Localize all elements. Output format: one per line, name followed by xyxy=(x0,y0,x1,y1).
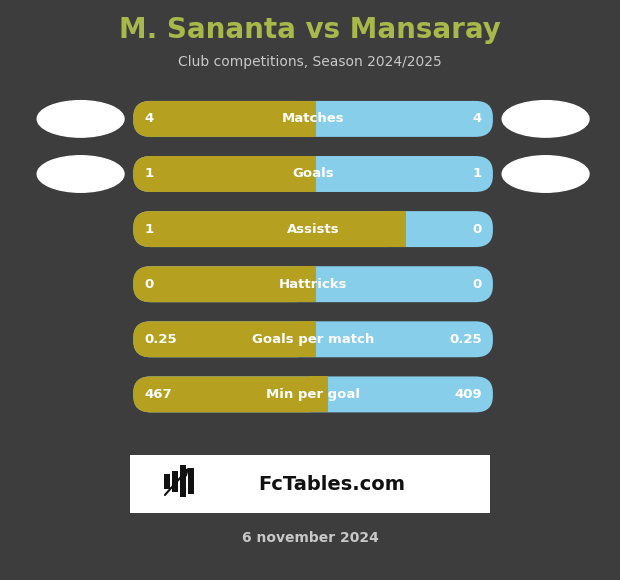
Bar xyxy=(180,465,186,497)
Bar xyxy=(298,156,316,192)
FancyBboxPatch shape xyxy=(130,455,490,513)
Text: Assists: Assists xyxy=(287,223,339,235)
Bar xyxy=(298,321,316,357)
Bar xyxy=(164,474,170,488)
Text: Hattricks: Hattricks xyxy=(279,278,347,291)
Text: 467: 467 xyxy=(144,388,172,401)
Text: 1: 1 xyxy=(144,168,154,180)
Text: Goals: Goals xyxy=(292,168,334,180)
FancyBboxPatch shape xyxy=(133,101,313,137)
FancyBboxPatch shape xyxy=(133,321,313,357)
FancyBboxPatch shape xyxy=(133,376,493,412)
Ellipse shape xyxy=(37,156,124,192)
Bar xyxy=(188,469,194,494)
Bar xyxy=(298,266,316,302)
Text: 1: 1 xyxy=(472,168,482,180)
FancyBboxPatch shape xyxy=(133,376,325,412)
Bar xyxy=(172,471,178,491)
Ellipse shape xyxy=(37,101,124,137)
Text: Matches: Matches xyxy=(281,113,345,125)
FancyBboxPatch shape xyxy=(133,211,403,247)
Ellipse shape xyxy=(502,156,589,192)
Text: Goals per match: Goals per match xyxy=(252,333,374,346)
Text: Min per goal: Min per goal xyxy=(266,388,360,401)
FancyBboxPatch shape xyxy=(133,211,493,247)
Text: FcTables.com: FcTables.com xyxy=(258,475,405,494)
Text: 409: 409 xyxy=(454,388,482,401)
Text: 0: 0 xyxy=(472,223,482,235)
FancyBboxPatch shape xyxy=(133,266,493,302)
Ellipse shape xyxy=(502,101,589,137)
Text: 0: 0 xyxy=(472,278,482,291)
Text: 4: 4 xyxy=(144,113,154,125)
FancyBboxPatch shape xyxy=(133,266,313,302)
Text: 1: 1 xyxy=(144,223,154,235)
Bar xyxy=(298,101,316,137)
Text: 6 november 2024: 6 november 2024 xyxy=(242,531,378,545)
FancyBboxPatch shape xyxy=(133,156,313,192)
Bar xyxy=(309,376,328,412)
Text: 4: 4 xyxy=(472,113,482,125)
FancyBboxPatch shape xyxy=(133,101,493,137)
Text: Club competitions, Season 2024/2025: Club competitions, Season 2024/2025 xyxy=(178,55,442,69)
Text: M. Sananta vs Mansaray: M. Sananta vs Mansaray xyxy=(119,16,501,44)
FancyBboxPatch shape xyxy=(133,156,493,192)
Text: 0: 0 xyxy=(144,278,154,291)
FancyBboxPatch shape xyxy=(133,321,493,357)
Bar xyxy=(388,211,406,247)
Text: 0.25: 0.25 xyxy=(144,333,177,346)
Text: 0.25: 0.25 xyxy=(449,333,482,346)
